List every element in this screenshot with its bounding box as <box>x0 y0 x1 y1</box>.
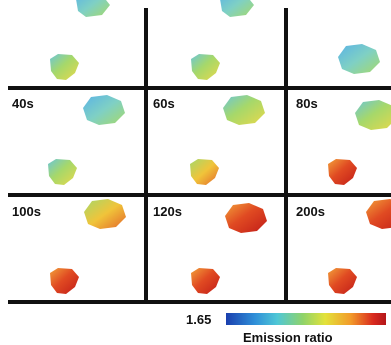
panel-label-120s: 120s <box>153 204 182 219</box>
cell-image <box>50 268 79 294</box>
cell-image <box>366 199 391 229</box>
cell-image <box>220 0 254 17</box>
panel-grid <box>8 8 391 304</box>
cell-image <box>328 159 357 185</box>
cell-image <box>223 95 265 125</box>
cell-image <box>338 44 380 74</box>
cell-image <box>191 268 220 294</box>
cell-image <box>355 100 391 130</box>
cell-image <box>83 95 125 125</box>
colorbar <box>226 313 386 325</box>
panel-row-3 <box>50 199 391 294</box>
panel-row-2 <box>48 95 391 185</box>
panel-label-40s: 40s <box>12 96 34 111</box>
colorbar-title: Emission ratio <box>243 330 333 345</box>
panel-label-100s: 100s <box>12 204 41 219</box>
panel-label-60s: 60s <box>153 96 175 111</box>
panel-label-200s: 200s <box>296 204 325 219</box>
cell-image <box>48 159 77 185</box>
cell-image <box>50 54 79 80</box>
cell-image <box>191 54 220 80</box>
cell-image <box>328 268 357 294</box>
colorbar-min-label: 1.65 <box>186 312 212 327</box>
cell-image <box>76 0 110 17</box>
cell-image <box>225 203 267 233</box>
cell-image <box>190 159 219 185</box>
panel-row-1 <box>50 0 380 80</box>
cell-image <box>84 199 126 229</box>
panel-label-80s: 80s <box>296 96 318 111</box>
